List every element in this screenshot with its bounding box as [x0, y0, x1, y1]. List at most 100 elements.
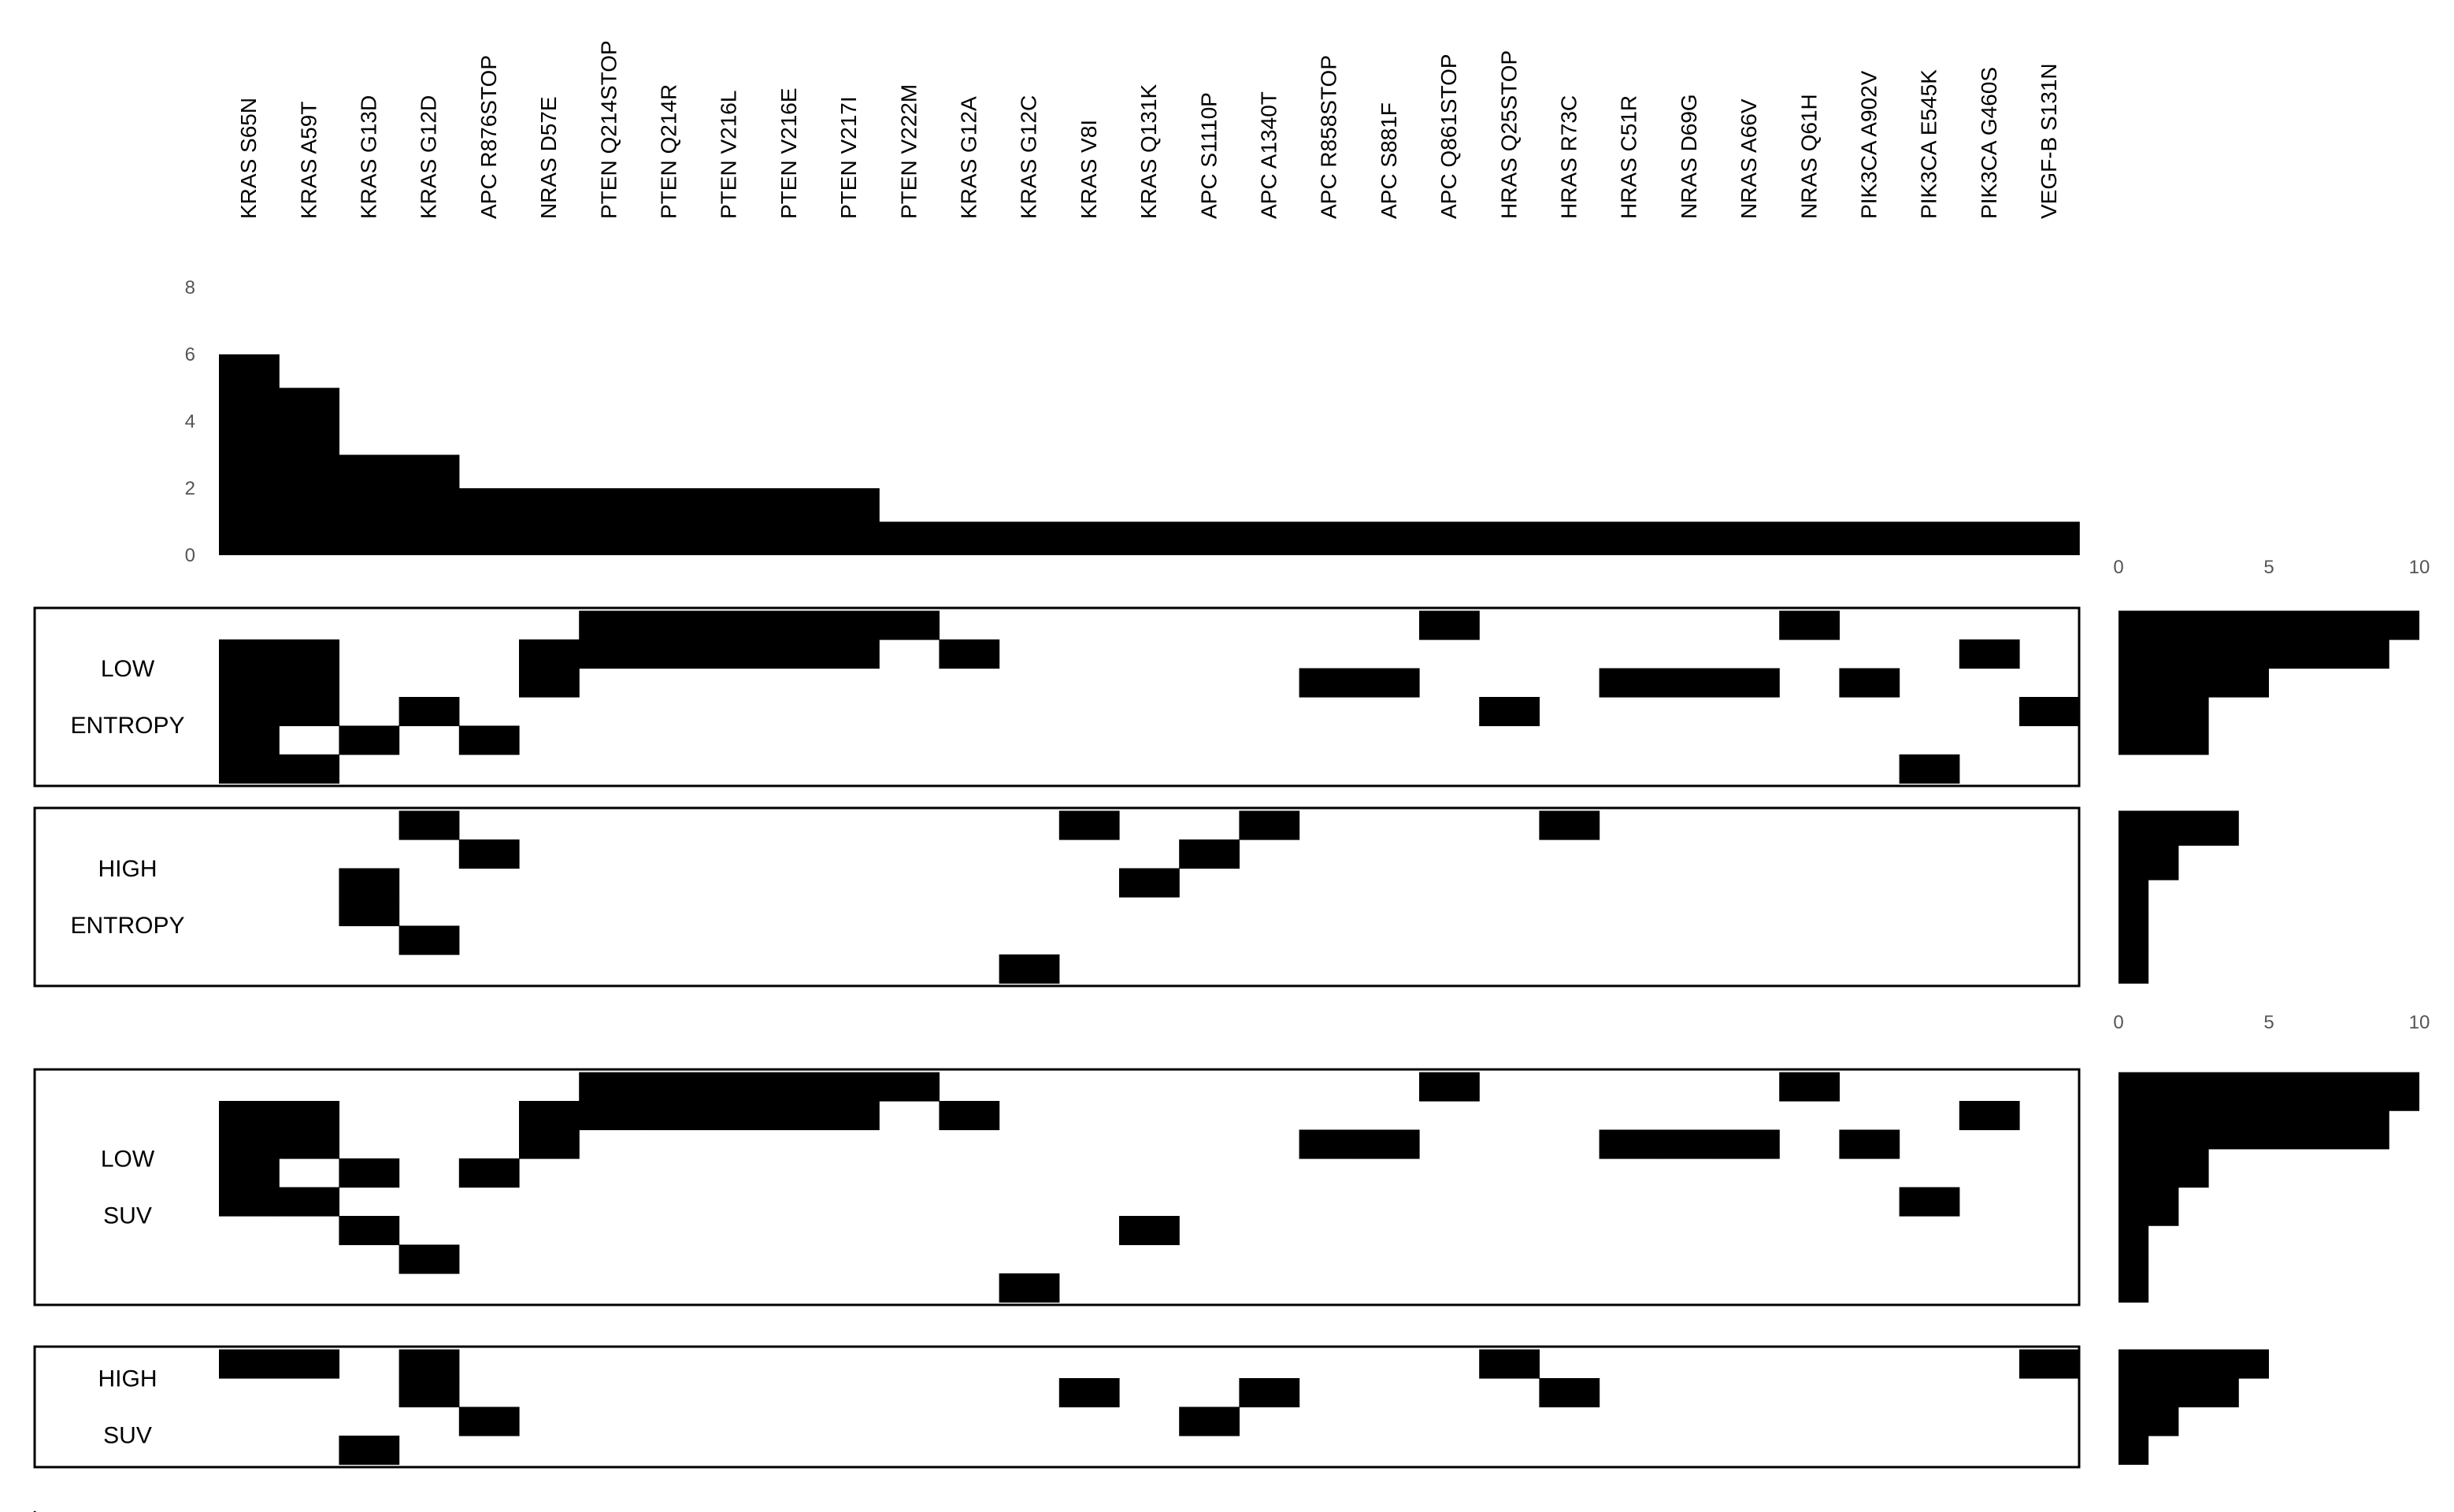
mutation-label: KRAS S65N [236, 98, 261, 219]
heatmap-cell [1179, 839, 1240, 869]
heatmap-cell [398, 925, 460, 955]
count-bar [1119, 521, 1180, 555]
heatmap-cell [219, 1187, 280, 1217]
heatmap-cell [699, 1072, 760, 1102]
footnote: . [32, 1493, 38, 1512]
count-bar [699, 488, 760, 555]
count-bar [879, 521, 940, 555]
heatmap-cell [879, 610, 940, 640]
heatmap-cell [398, 1349, 460, 1379]
mutation-label: APC Q861STOP [1436, 54, 1461, 219]
count-bar [2019, 521, 2080, 555]
y-tick-label: 6 [185, 344, 195, 365]
heatmap-cell [398, 1378, 460, 1408]
heatmap-cell [339, 1216, 400, 1246]
mutation-label: KRAS Q131K [1136, 83, 1161, 219]
side-bar [2119, 1263, 2149, 1303]
heatmap-cell [398, 810, 460, 840]
count-bar [339, 454, 400, 555]
heatmap-cell [219, 639, 280, 669]
side-bar [2119, 639, 2389, 669]
mutation-label: HRAS R73C [1557, 95, 1581, 219]
count-bar [758, 488, 820, 555]
heatmap-cell [1179, 1406, 1240, 1436]
mutation-label: NRAS Q61H [1796, 94, 1821, 219]
count-bar [1419, 521, 1480, 555]
mutation-label: APC S881F [1377, 102, 1401, 219]
heatmap-cell [1239, 810, 1300, 840]
heatmap-cell [339, 868, 400, 898]
side-bar [2119, 1148, 2209, 1188]
count-bar [1479, 521, 1540, 555]
panel-label: LOW [101, 656, 155, 682]
count-bar [1599, 521, 1660, 555]
heatmap-cell [1239, 1378, 1300, 1408]
mutation-label: KRAS G12A [957, 96, 981, 219]
heatmap-cell [639, 639, 700, 669]
heatmap-cell [939, 1101, 1000, 1131]
side-bar-tick-label: 10 [2409, 1012, 2430, 1033]
heatmap-cell [279, 668, 339, 698]
heatmap-cell [579, 639, 639, 669]
mutation-label: APC A1340T [1257, 91, 1281, 219]
count-bar [1179, 521, 1240, 555]
side-bar [2119, 668, 2269, 698]
mutation-label: HRAS C51R [1617, 95, 1641, 219]
heatmap-cell [819, 1101, 880, 1131]
panel-frame [33, 1345, 2081, 1469]
heatmap-cell [219, 1349, 280, 1379]
heatmap-cell [458, 839, 520, 869]
count-bar [1959, 521, 2020, 555]
heatmap-cell [1959, 1101, 2020, 1131]
side-bar [2119, 1110, 2389, 1150]
heatmap-cell [458, 1406, 520, 1436]
heatmap-cell [819, 610, 880, 640]
heatmap-cell [219, 1129, 280, 1159]
heatmap-cell [219, 697, 280, 727]
side-bar [2119, 914, 2149, 950]
count-bar [1299, 521, 1360, 555]
mutation-label: KRAS G12C [1017, 95, 1041, 219]
heatmap-cell [758, 639, 820, 669]
heatmap-cell [458, 725, 520, 755]
heatmap-cell [339, 725, 400, 755]
heatmap-cell [1479, 697, 1540, 727]
heatmap-cell [758, 1072, 820, 1102]
mutation-label: PTEN Q214R [657, 84, 681, 219]
side-bar [2119, 610, 2419, 640]
mutation-label: PTEN V217I [836, 96, 861, 219]
panel-label: HIGH [98, 856, 158, 882]
side-bar [2119, 1436, 2149, 1466]
side-bar [2119, 1349, 2269, 1379]
mutation-label: KRAS G13D [357, 95, 381, 219]
heatmap-cell [758, 1101, 820, 1131]
heatmap-cell [699, 639, 760, 669]
heatmap-cell [219, 1158, 280, 1188]
count-bar [999, 521, 1060, 555]
side-bar [2119, 1378, 2239, 1408]
heatmap-cell [579, 1072, 639, 1102]
heatmap-cell [1479, 1349, 1540, 1379]
panel-label: SUV [103, 1423, 152, 1449]
heatmap-cell [398, 697, 460, 727]
heatmap-cell [279, 697, 339, 727]
heatmap-cell [458, 1158, 520, 1188]
count-bar [219, 354, 280, 555]
heatmap-cell [1779, 1072, 1840, 1102]
mutation-label: PIK3CA E545K [1917, 69, 1941, 219]
mutation-label: APC S1110P [1196, 92, 1221, 219]
mutation-label: APC R858STOP [1317, 55, 1341, 219]
heatmap-cell [1058, 810, 1120, 840]
heatmap-cell [639, 1072, 700, 1102]
heatmap-cell [1299, 668, 1360, 698]
heatmap-cell [1959, 639, 2020, 669]
mutation-label: APC R876STOP [476, 55, 501, 219]
heatmap-cell [1419, 1072, 1480, 1102]
side-bar [2119, 810, 2239, 846]
y-tick-label: 0 [185, 545, 195, 566]
heatmap-cell [1899, 1187, 1960, 1217]
heatmap-cell [279, 639, 339, 669]
side-bar-tick-label: 5 [2263, 1012, 2274, 1033]
heatmap-cell [1779, 610, 1840, 640]
heatmap-cell [1659, 668, 1720, 698]
